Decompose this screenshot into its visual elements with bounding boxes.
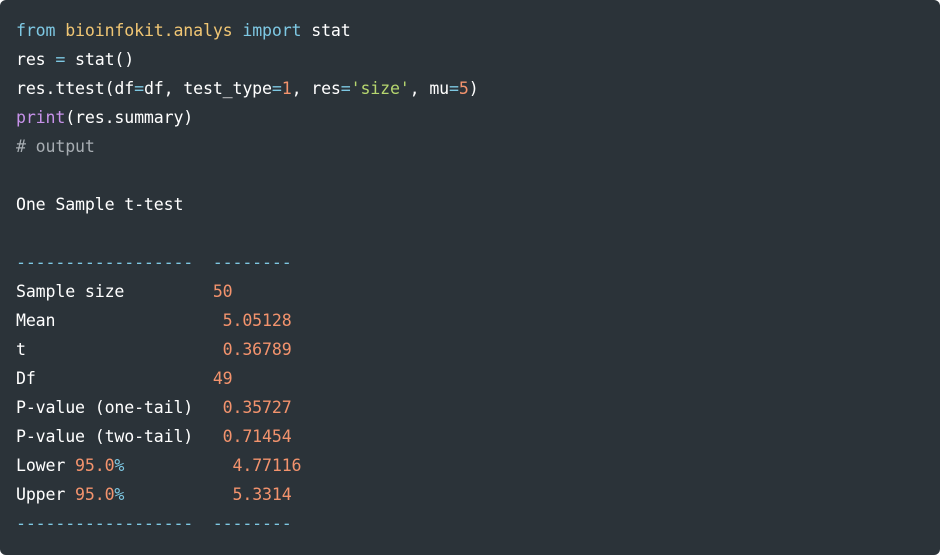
module-token: bioinfokit.analys — [65, 21, 233, 40]
number-token: 5.3314 — [232, 485, 292, 504]
number-token: 0.35727 — [222, 398, 292, 417]
text-token: t — [16, 340, 223, 359]
code-line — [16, 219, 924, 248]
text-token: res — [16, 50, 56, 69]
text-token: ) — [468, 79, 479, 98]
code-line: # output — [16, 132, 924, 161]
text-token: P-value (one-tail) — [16, 398, 223, 417]
string-token: 'size' — [350, 79, 410, 98]
number-token: 95.0 — [75, 456, 115, 475]
number-token: 1 — [281, 79, 292, 98]
text-token: Lower — [16, 456, 76, 475]
comment-token: # output — [16, 137, 95, 156]
number-token: 49 — [212, 369, 233, 388]
number-token: 0.71454 — [222, 427, 292, 446]
text-token: , res — [291, 79, 341, 98]
operator-token: % — [114, 456, 125, 475]
text-token: stat() — [65, 50, 135, 69]
text-token: Upper — [16, 485, 76, 504]
number-token: 5.05128 — [222, 311, 292, 330]
text-token: (res.summary) — [65, 108, 194, 127]
text-token: , mu — [409, 79, 450, 98]
text-token: res.ttest(df — [16, 79, 135, 98]
keyword-token: import — [242, 21, 302, 40]
number-token: 95.0 — [75, 485, 115, 504]
text-token — [124, 485, 232, 504]
number-token: 4.77116 — [232, 456, 302, 475]
text-token: Mean — [16, 311, 223, 330]
keyword-token: from — [16, 21, 56, 40]
text-token: df, test_type — [143, 79, 272, 98]
code-line: from bioinfokit.analys import stat — [16, 16, 924, 45]
code-line: P-value (one-tail) 0.35727 — [16, 393, 924, 422]
code-line: ------------------ -------- — [16, 509, 924, 538]
operator-token: = — [55, 50, 66, 69]
operator-token: ------------------ -------- — [16, 253, 292, 272]
number-token: 0.36789 — [222, 340, 292, 359]
text-token: P-value (two-tail) — [16, 427, 223, 446]
operator-token: = — [340, 79, 351, 98]
text-token: Sample size — [16, 282, 213, 301]
operator-token: = — [271, 79, 282, 98]
operator-token: = — [134, 79, 144, 98]
text-token: Df — [16, 369, 213, 388]
code-line — [16, 161, 924, 190]
operator-token: ------------------ -------- — [16, 514, 292, 533]
code-line: One Sample t-test — [16, 190, 924, 219]
text-token: One Sample t-test — [16, 195, 184, 214]
code-line: t 0.36789 — [16, 335, 924, 364]
code-line: Df 49 — [16, 364, 924, 393]
code-line: print(res.summary) — [16, 103, 924, 132]
text-token — [55, 21, 65, 40]
code-line: Sample size 50 — [16, 277, 924, 306]
code-line: Upper 95.0% 5.3314 — [16, 480, 924, 509]
operator-token: % — [114, 485, 125, 504]
code-line: res.ttest(df=df, test_type=1, res='size'… — [16, 74, 924, 103]
code-line: Lower 95.0% 4.77116 — [16, 451, 924, 480]
code-line: res = stat() — [16, 45, 924, 74]
text-token — [124, 456, 232, 475]
text-token — [233, 21, 243, 40]
number-token: 50 — [212, 282, 233, 301]
number-token: 5 — [458, 79, 469, 98]
code-line: Mean 5.05128 — [16, 306, 924, 335]
builtin-token: print — [16, 108, 66, 127]
code-line: P-value (two-tail) 0.71454 — [16, 422, 924, 451]
operator-token: = — [449, 79, 459, 98]
code-line: ------------------ -------- — [16, 248, 924, 277]
text-token: stat — [301, 21, 351, 40]
